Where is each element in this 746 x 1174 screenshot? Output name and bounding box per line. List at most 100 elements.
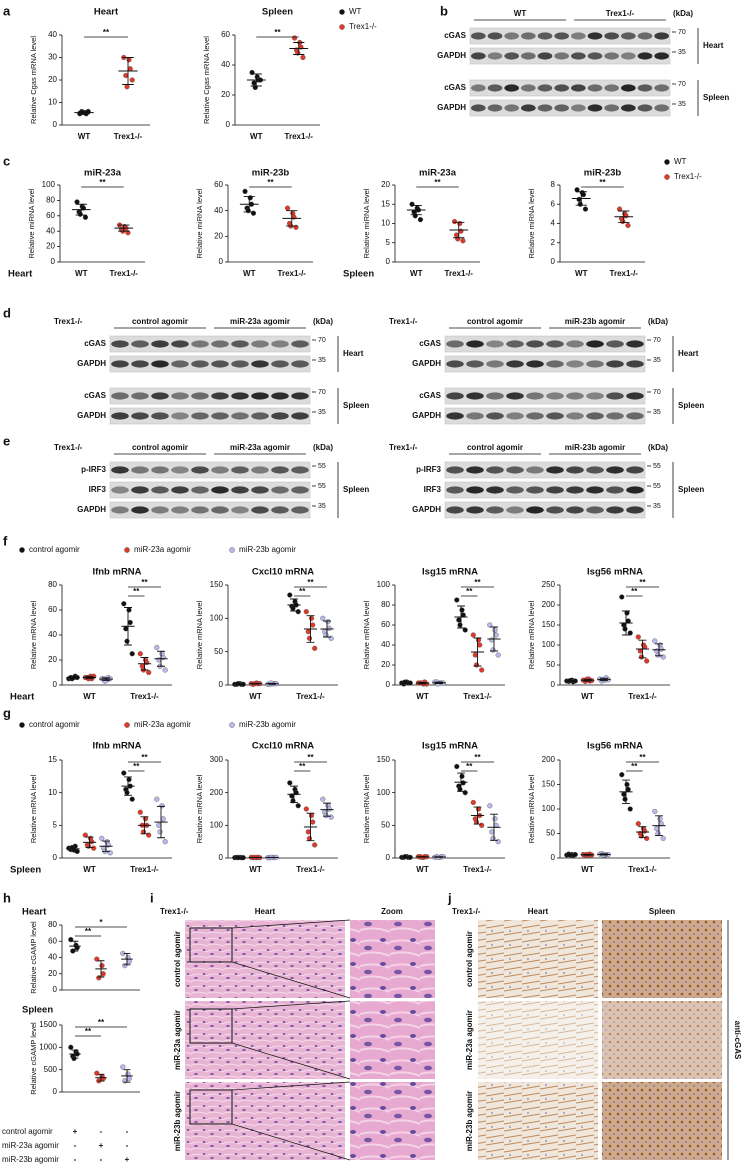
x-tick-label: WT xyxy=(249,692,262,701)
blot-band xyxy=(526,466,544,474)
blot-band xyxy=(271,392,289,400)
genotype-label: Trex1-/- xyxy=(160,907,189,916)
y-tick-label: 1000 xyxy=(39,1042,57,1051)
blot-band xyxy=(586,412,604,420)
row-label: cGAS xyxy=(419,339,441,348)
chart-title: Spleen xyxy=(22,1005,53,1016)
legend-marker xyxy=(229,722,235,728)
data-point xyxy=(457,220,463,227)
ihc-image xyxy=(478,1001,598,1079)
blot-strip xyxy=(469,27,671,45)
blot-band xyxy=(171,392,189,400)
panel-label: f xyxy=(3,533,8,548)
blot-strip xyxy=(109,407,311,425)
data-point xyxy=(495,652,501,658)
blot-band xyxy=(446,486,464,494)
error-bar xyxy=(473,806,482,825)
genotype-label: Trex1-/- xyxy=(389,317,418,326)
axis-line xyxy=(394,585,505,686)
row-label: IRF3 xyxy=(89,485,107,494)
y-axis-label: Relative miRNA level xyxy=(195,188,204,258)
blot-band xyxy=(471,84,486,92)
histology-image xyxy=(185,920,345,998)
blot-band xyxy=(521,104,536,112)
error-bar xyxy=(490,626,498,652)
blot-band xyxy=(546,486,564,494)
data-point xyxy=(652,808,658,815)
blot-band xyxy=(191,340,209,348)
blot-band xyxy=(506,412,524,420)
y-tick-label: 60 xyxy=(48,605,57,614)
data-point xyxy=(472,652,478,658)
y-tick-label: 100 xyxy=(542,640,556,649)
axis-line xyxy=(559,185,645,263)
blot-band xyxy=(131,360,149,368)
blot-band xyxy=(586,392,604,400)
tissue-label: Spleen xyxy=(678,401,704,410)
axis-line xyxy=(59,185,145,263)
blot-band xyxy=(271,360,289,368)
data-point xyxy=(99,963,105,969)
blot-band xyxy=(626,466,644,474)
error-bar xyxy=(655,643,663,657)
blot-band xyxy=(586,486,604,494)
blot-band xyxy=(211,486,229,494)
tissue-label: Spleen xyxy=(703,93,729,102)
legend-label: control agomir xyxy=(29,720,80,729)
blot-band xyxy=(486,486,504,494)
data-point xyxy=(492,816,498,822)
chart-title: Isg15 mRNA xyxy=(422,741,478,752)
data-point xyxy=(99,835,105,842)
row-label: miR-23b agomir xyxy=(173,1091,182,1151)
x-tick-label: WT xyxy=(243,269,256,278)
blot-strip xyxy=(109,501,311,519)
blot-band xyxy=(446,360,464,368)
marker-label: 70 xyxy=(653,337,661,344)
blot-band xyxy=(211,412,229,420)
blot-band xyxy=(291,412,309,420)
blot-band xyxy=(571,52,586,60)
legend-label: Trex1-/- xyxy=(349,22,377,31)
blot-band xyxy=(131,340,149,348)
blot-band xyxy=(251,340,269,348)
y-tick-label: 1500 xyxy=(39,1020,57,1029)
group-label: miR-23b agomir xyxy=(565,443,625,452)
blot-band xyxy=(621,32,636,40)
y-tick-label: 20 xyxy=(381,180,390,189)
sig-label: ** xyxy=(133,762,140,771)
x-tick-label: Trex1-/- xyxy=(278,269,307,278)
blot-band xyxy=(486,506,504,514)
tissue-label: Spleen xyxy=(343,401,369,410)
data-point xyxy=(308,615,315,621)
data-point xyxy=(326,806,332,812)
design-mark: + xyxy=(125,1155,130,1164)
sig-label: ** xyxy=(141,753,148,762)
blot-band xyxy=(471,52,486,60)
blot-band xyxy=(151,486,169,494)
legend-marker xyxy=(124,547,130,553)
data-point xyxy=(460,780,466,786)
blot-band xyxy=(446,466,464,474)
sig-label: ** xyxy=(466,762,473,771)
blot-band xyxy=(231,340,249,348)
blot-band xyxy=(131,486,149,494)
y-tick-label: 40 xyxy=(46,226,55,235)
axis-line xyxy=(559,585,670,686)
sig-label: ** xyxy=(133,587,140,596)
blot-band xyxy=(231,466,249,474)
y-axis-label: Relative Cgas mRNA level xyxy=(29,36,38,124)
blot-band xyxy=(506,360,524,368)
blot-band xyxy=(151,506,169,514)
y-axis-label: Relative mRNA level xyxy=(195,600,204,669)
error-bar xyxy=(618,210,630,223)
y-tick-label: 80 xyxy=(48,580,57,589)
data-point xyxy=(660,654,666,660)
blot-band xyxy=(291,506,309,514)
data-point xyxy=(470,799,476,806)
error-bar xyxy=(123,952,131,966)
blot-band xyxy=(231,506,249,514)
error-bar xyxy=(622,610,630,636)
blot-band xyxy=(466,360,484,368)
data-point xyxy=(454,597,460,603)
marker-label: 35 xyxy=(678,49,686,56)
